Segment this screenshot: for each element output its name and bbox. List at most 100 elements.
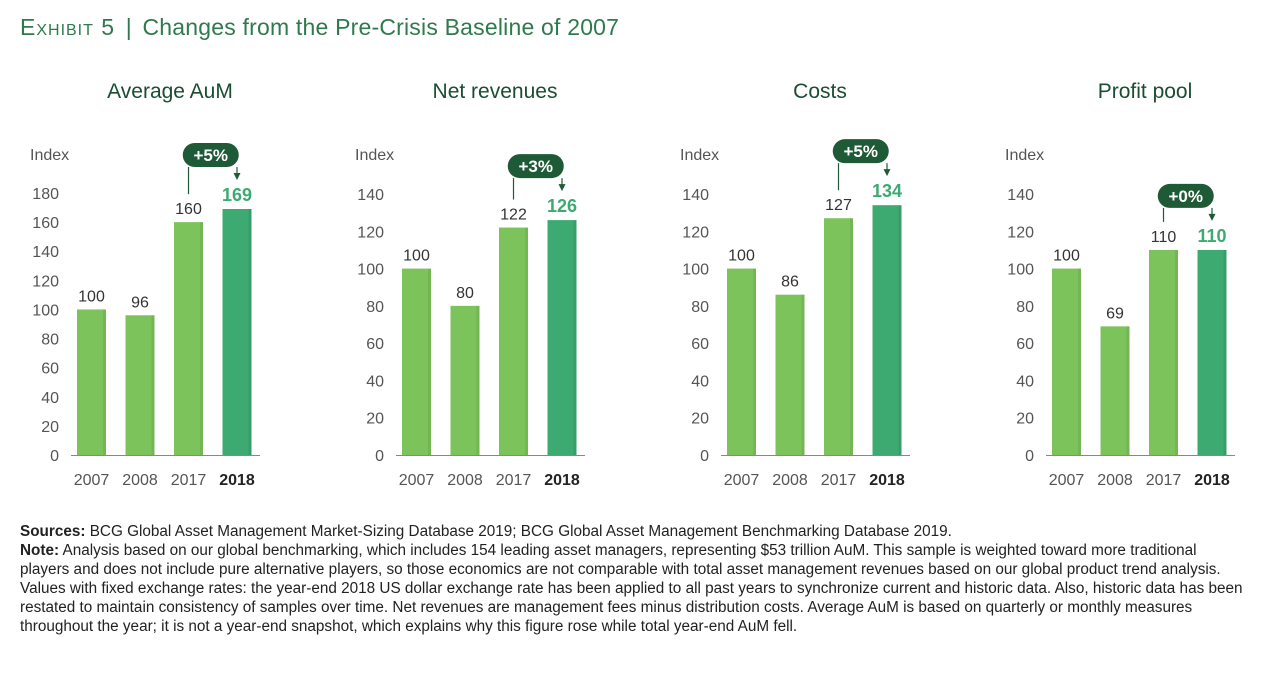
chart-costs: Costs Index 0 20 40 60 80 100 120 140 100 2007 86 20… [670, 0, 970, 500]
y-axis-label: Index [680, 147, 719, 164]
y-tick-label: 120 [682, 224, 709, 241]
bar [499, 227, 528, 455]
y-tick-label: 100 [32, 302, 59, 319]
change-badge [507, 154, 564, 179]
bar-chart-svg: Index 0 20 40 60 80 100 120 140 100 2007 80 2008 122 2… [355, 147, 585, 489]
y-tick-label: 120 [357, 224, 384, 241]
y-tick-label: 80 [41, 332, 59, 349]
y-tick-label: 40 [366, 373, 384, 390]
chart-title: Costs [793, 80, 847, 103]
bar-chart-svg: Index 0 20 40 60 80 100 120 140 160 180 100 2007 96 20… [30, 143, 260, 489]
bar-shade [525, 227, 528, 455]
bar-chart-svg: Index 0 20 40 60 80 100 120 140 100 2007 69 2008 110 2… [1005, 147, 1235, 489]
change-badge-label: +3% [519, 157, 554, 176]
change-badge [832, 139, 889, 164]
data-label: 134 [872, 181, 902, 201]
bar-chart-svg: Index 0 20 40 60 80 100 120 140 100 2007 86 2008 127 2… [680, 139, 910, 489]
charts-area: Average AuM Index 0 20 40 60 80 100 120 140 160 18… [30, 0, 1265, 500]
footnote: Sources: BCG Global Asset Management Mar… [20, 522, 1245, 636]
y-tick-label: 0 [1025, 448, 1034, 465]
x-tick-label: 2017 [1146, 472, 1182, 489]
y-tick-label: 60 [691, 336, 709, 353]
x-tick-label: 2007 [399, 472, 435, 489]
y-tick-label: 140 [32, 244, 59, 261]
y-tick-label: 140 [682, 187, 709, 204]
bar-shade [1223, 249, 1227, 455]
y-tick-label: 120 [32, 273, 59, 290]
sources-label: Sources: [20, 523, 86, 540]
x-tick-label: 2017 [821, 472, 857, 489]
change-badge-label: +5% [194, 146, 229, 165]
bar [727, 268, 756, 455]
change-badge-label: +0% [1169, 187, 1204, 206]
bar-shade [1126, 326, 1130, 455]
data-label: 69 [1106, 305, 1124, 322]
bar-shade [898, 205, 902, 455]
note-paragraph: Note: Analysis based on our global bench… [20, 541, 1245, 636]
sources-text: BCG Global Asset Management Market-Sizin… [85, 523, 952, 540]
data-label: 110 [1197, 226, 1226, 246]
title-separator: | [125, 14, 132, 40]
x-tick-label: 2017 [171, 472, 207, 489]
bar-shade [476, 305, 480, 455]
change-badge-label: +5% [844, 142, 879, 161]
data-label: 100 [78, 288, 105, 305]
exhibit-title: Exhibit 5 | Changes from the Pre-Crisis … [20, 14, 619, 41]
x-tick-label: 2008 [447, 472, 483, 489]
y-tick-label: 40 [1016, 373, 1034, 390]
chart-title: Net revenues [432, 80, 558, 103]
y-tick-label: 40 [691, 373, 709, 390]
data-label: 122 [500, 207, 527, 224]
connector-arrowhead [233, 173, 241, 181]
y-tick-label: 100 [682, 262, 709, 279]
y-tick-label: 80 [691, 299, 709, 316]
y-tick-label: 60 [366, 336, 384, 353]
y-axis-label: Index [1005, 147, 1044, 164]
bar-shade [428, 268, 431, 455]
bar-shade [1078, 268, 1081, 455]
chart-title: Profit pool [1097, 80, 1193, 103]
exhibit-label: Exhibit 5 [20, 14, 116, 40]
data-label: 100 [1053, 248, 1080, 265]
data-label: 96 [131, 294, 149, 311]
x-tick-label: 2007 [1049, 472, 1085, 489]
bar [222, 209, 252, 455]
x-tick-label: 2008 [122, 472, 158, 489]
y-tick-label: 60 [1016, 336, 1034, 353]
x-tick-label: 2018 [219, 472, 255, 489]
bar-shade [1175, 249, 1178, 455]
bar [125, 315, 155, 455]
data-label: 110 [1151, 229, 1177, 246]
y-tick-label: 60 [41, 361, 59, 378]
y-tick-label: 20 [366, 411, 384, 428]
y-axis-label: Index [355, 147, 394, 164]
y-tick-label: 140 [357, 187, 384, 204]
note-text: Analysis based on our global benchmarkin… [20, 542, 1243, 635]
data-label: 100 [403, 248, 430, 265]
y-tick-label: 100 [357, 262, 384, 279]
bar [775, 294, 805, 455]
x-tick-label: 2008 [1097, 472, 1133, 489]
y-tick-label: 0 [375, 448, 384, 465]
bar [824, 218, 853, 455]
data-label: 126 [547, 196, 577, 216]
bar-shade [850, 218, 853, 455]
note-label: Note: [20, 542, 60, 559]
y-tick-label: 0 [50, 448, 59, 465]
y-tick-label: 80 [1016, 299, 1034, 316]
y-tick-label: 20 [41, 419, 59, 436]
chart-profit-pool: Profit pool Index 0 20 40 60 80 100 120 140 100 20… [995, 0, 1265, 500]
bar [1052, 268, 1081, 455]
data-label: 80 [456, 285, 474, 302]
y-tick-label: 80 [366, 299, 384, 316]
bar-shade [801, 294, 805, 455]
y-tick-label: 100 [1007, 262, 1034, 279]
connector-arrowhead [883, 169, 891, 177]
bar [77, 309, 106, 455]
connector-arrowhead [558, 184, 566, 192]
y-tick-label: 40 [41, 390, 59, 407]
change-badge [182, 143, 239, 168]
bar [1149, 249, 1178, 455]
bar-shade [753, 268, 756, 455]
bar [1100, 326, 1130, 455]
